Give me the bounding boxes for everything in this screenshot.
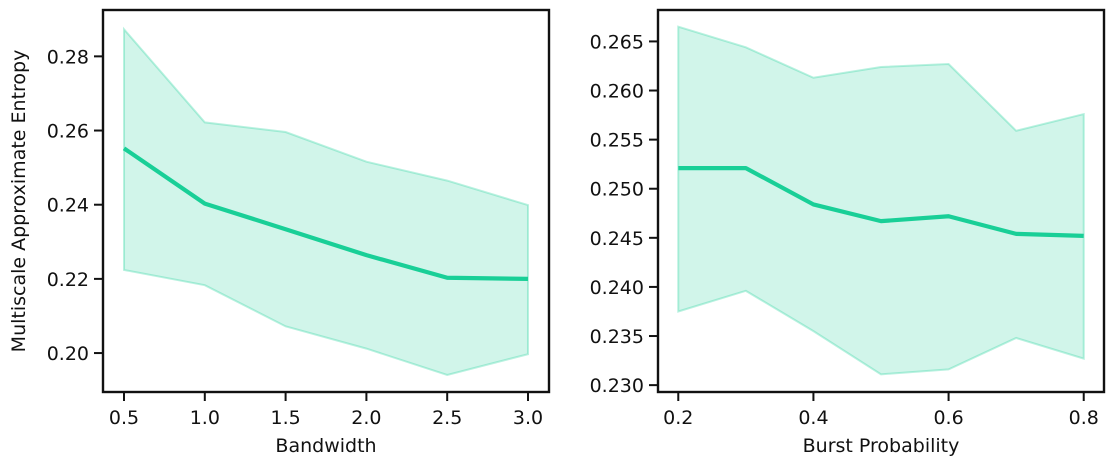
bandwidth-y-tick-label: 0.26 bbox=[47, 121, 89, 143]
bandwidth-y-axis-label: Multiscale Approximate Entropy bbox=[8, 50, 30, 353]
bandwidth-x-tick-label: 2.0 bbox=[351, 407, 381, 429]
burst-probability-mean-line bbox=[678, 166, 1084, 238]
bandwidth-y-tick-label: 0.28 bbox=[47, 46, 89, 68]
bandwidth-x-tick-label: 1.5 bbox=[270, 407, 300, 429]
bandwidth-x-tick-label: 3.0 bbox=[513, 407, 543, 429]
bandwidth-y-tick-label: 0.24 bbox=[47, 195, 89, 217]
bandwidth-x-tick-label: 1.0 bbox=[190, 407, 220, 429]
bandwidth-confidence-band bbox=[123, 26, 529, 376]
burst-probability-confidence-band bbox=[677, 25, 1085, 376]
bandwidth-axes-frame bbox=[101, 8, 551, 394]
burst-probability-y-tick-label: 0.265 bbox=[590, 31, 644, 53]
burst-probability-axes-frame bbox=[656, 8, 1106, 394]
bandwidth-x-tick-label: 0.5 bbox=[109, 407, 139, 429]
bandwidth-y-tick-label: 0.20 bbox=[47, 343, 89, 365]
bandwidth-x-axis-label: Bandwidth bbox=[275, 435, 376, 457]
burst-probability-x-tick-label: 0.8 bbox=[1069, 407, 1099, 429]
bandwidth-mean-line bbox=[122, 146, 529, 281]
burst-probability-y-tick-label: 0.255 bbox=[590, 130, 644, 152]
bandwidth-x-tick-label: 2.5 bbox=[432, 407, 462, 429]
bandwidth-panel: 0.5 1.0 1.5 2.0 2.5 3.0 0.20 0.22 0.24 0.26 0.28 Ba… bbox=[8, 8, 551, 457]
burst-probability-x-axis-label: Burst Probability bbox=[803, 435, 960, 457]
burst-probability-y-tick-label: 0.260 bbox=[590, 81, 644, 103]
burst-probability-y-tick-label: 0.240 bbox=[590, 277, 644, 299]
burst-probability-y-tick-label: 0.230 bbox=[590, 375, 644, 397]
burst-probability-x-tick-label: 0.4 bbox=[798, 407, 828, 429]
burst-probability-x-tick-label: 0.2 bbox=[663, 407, 693, 429]
burst-probability-y-tick-label: 0.245 bbox=[590, 228, 644, 250]
burst-probability-panel: 0.2 0.4 0.6 0.8 0.230 0.235 0.240 0.245 0.250 0.2… bbox=[590, 8, 1106, 457]
burst-probability-x-tick-label: 0.6 bbox=[933, 407, 963, 429]
burst-probability-y-tick-label: 0.235 bbox=[590, 326, 644, 348]
burst-probability-y-tick-label: 0.250 bbox=[590, 179, 644, 201]
bandwidth-y-tick-label: 0.22 bbox=[47, 269, 89, 291]
